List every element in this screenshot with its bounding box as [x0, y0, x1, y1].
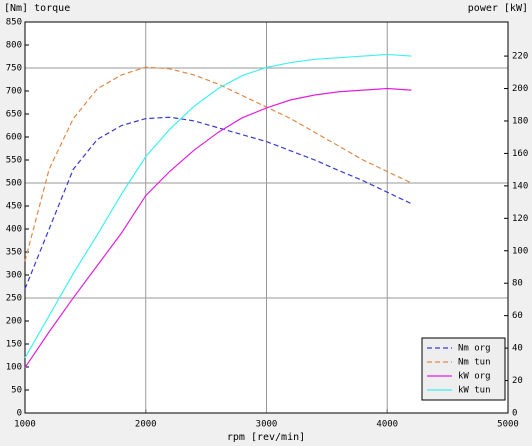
series-line [24, 116, 412, 290]
y-tick-label: 600 [6, 133, 22, 143]
x-tick-label: 3000 [256, 420, 278, 430]
y2-tick-label: 40 [512, 344, 523, 354]
y2-tick-label: 60 [512, 311, 523, 321]
y2-tick-label: 100 [512, 246, 528, 256]
y-axis-label: [Nm] torque [4, 3, 70, 14]
y-tick-label: 0 [17, 409, 22, 419]
y-tick-label: 550 [6, 156, 22, 166]
x-tick-label: 5000 [497, 420, 519, 430]
y-tick-label: 350 [6, 248, 22, 258]
y-tick-label: 300 [6, 271, 22, 281]
y-tick-label: 800 [6, 41, 22, 51]
x-tick-label: 2000 [135, 420, 157, 430]
y2-tick-label: 140 [512, 181, 528, 191]
series-line [24, 66, 412, 262]
legend-label: kW tun [458, 386, 491, 396]
y-tick-label: 500 [6, 179, 22, 189]
plot-frame [24, 21, 509, 414]
x-tick-label: 4000 [376, 420, 398, 430]
y-tick-label: 250 [6, 294, 22, 304]
y-tick-label: 700 [6, 87, 22, 97]
legend-label: Nm org [458, 344, 491, 354]
y-tick-label: 450 [6, 202, 22, 212]
y-tick-label: 650 [6, 110, 22, 120]
legend-label: kW org [458, 372, 491, 382]
y2-tick-label: 200 [512, 84, 528, 94]
x-axis-label: rpm [rev/min] [227, 432, 305, 443]
series-line [24, 53, 412, 359]
y2-tick-label: 20 [512, 376, 523, 386]
series-line [24, 87, 412, 368]
y-tick-label: 50 [11, 386, 22, 396]
y-tick-label: 150 [6, 340, 22, 350]
y2-tick-label: 0 [512, 409, 517, 419]
legend-label: Nm tun [458, 358, 491, 368]
y-tick-label: 200 [6, 317, 22, 327]
x-tick-label: 1000 [14, 420, 36, 430]
y2-tick-label: 220 [512, 52, 528, 62]
y-tick-label: 750 [6, 64, 22, 74]
y-tick-label: 850 [6, 18, 22, 28]
y2-tick-label: 120 [512, 214, 528, 224]
y2-tick-label: 80 [512, 279, 523, 289]
y2-tick-label: 180 [512, 116, 528, 126]
y2-tick-label: 160 [512, 149, 528, 159]
y2-axis-label: power [kW] [468, 3, 528, 14]
y-tick-label: 100 [6, 363, 22, 373]
y-tick-label: 400 [6, 225, 22, 235]
